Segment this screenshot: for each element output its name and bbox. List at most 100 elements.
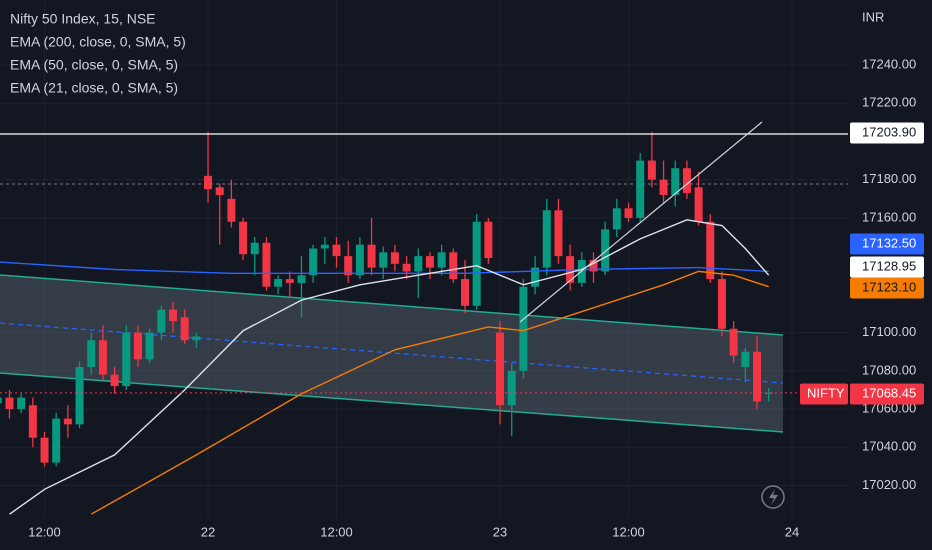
candle-body: [706, 221, 715, 280]
candle-body: [5, 397, 14, 410]
x-tick-label: 12:00: [320, 524, 353, 539]
candle-body: [390, 252, 399, 264]
candle-body: [169, 309, 177, 322]
candle-body: [262, 242, 271, 287]
y-tick-label: 17040.00: [862, 439, 916, 454]
candle-body: [659, 179, 668, 195]
legend-entry: EMA (200, close, 0, SMA, 5): [10, 34, 186, 50]
candle-body: [717, 279, 726, 329]
candle-body: [449, 252, 458, 280]
channel-lower: [0, 372, 784, 433]
candle-body: [542, 210, 551, 268]
candle-body: [741, 351, 750, 367]
x-tick-label: 22: [201, 524, 215, 539]
y-tick-label: 17240.00: [862, 56, 916, 71]
price-name: NIFTY: [807, 385, 845, 400]
candle-body: [589, 259, 598, 272]
legend-entry: EMA (21, close, 0, SMA, 5): [10, 80, 178, 96]
candle-body: [297, 275, 306, 283]
candle-body: [753, 351, 761, 402]
candle-body: [554, 210, 563, 257]
candle-body: [28, 405, 37, 438]
candle-body: [145, 332, 154, 360]
candle-body: [694, 187, 703, 222]
candle-body: [332, 244, 341, 257]
candle-body: [98, 340, 107, 375]
y-tick-label: 17080.00: [862, 362, 916, 377]
candle-body: [437, 252, 446, 268]
candle-body: [204, 175, 213, 190]
candle-body: [612, 208, 621, 230]
price-label: 17068.45: [862, 385, 916, 400]
candle-body: [484, 221, 493, 259]
candle-body: [110, 374, 119, 387]
candle-body: [414, 256, 423, 272]
alert-icon[interactable]: [761, 485, 785, 509]
candle-body: [122, 332, 131, 387]
candle-body: [274, 279, 283, 287]
legend-entry: EMA (50, close, 0, SMA, 5): [10, 57, 178, 73]
price-label-box: [850, 383, 924, 405]
candle-body: [636, 160, 645, 218]
grid: [0, 0, 848, 518]
price-label-box: [850, 256, 924, 278]
candle-body: [647, 160, 656, 180]
plot: [0, 131, 848, 515]
chart-title: Nifty 50 Index, 15, NSE: [10, 11, 156, 27]
x-tick-label: 12:00: [28, 524, 61, 539]
price-label-box: [850, 277, 924, 299]
channel-mid: [0, 322, 784, 384]
candle-body: [215, 187, 224, 195]
candle-body: [624, 208, 633, 218]
y-tick-label: 17020.00: [862, 477, 916, 492]
candle-body: [63, 418, 72, 425]
candle-body: [40, 437, 49, 463]
candle-body: [192, 336, 201, 341]
candle-body: [519, 286, 528, 371]
candle-body: [87, 340, 96, 367]
price-label-box: [850, 233, 924, 255]
candle-body: [682, 168, 691, 194]
candle-body: [402, 263, 411, 272]
candle-body: [425, 256, 434, 268]
candle-body: [320, 244, 329, 249]
y-tick-label: 17100.00: [862, 324, 916, 339]
price-label: 17132.50: [862, 235, 916, 250]
price-label: 17128.95: [862, 258, 916, 273]
ema-line: [90, 270, 769, 515]
x-tick-label: 23: [493, 524, 507, 539]
candle-body: [285, 279, 294, 283]
candle-body: [531, 267, 540, 287]
trend-line: [519, 121, 763, 323]
candle-body: [507, 370, 516, 406]
candle-body: [52, 418, 61, 463]
candle-body: [601, 229, 610, 272]
candle-body: [17, 397, 26, 410]
channel-fill: [0, 275, 783, 432]
alert-bolt: [769, 489, 778, 505]
candle-body: [133, 332, 142, 360]
candle-body: [764, 392, 773, 394]
price-label-box: [850, 122, 924, 144]
candle-body: [227, 198, 236, 222]
y-tick-label: 17180.00: [862, 171, 916, 186]
ema-line: [9, 219, 770, 515]
price-label: 17203.90: [862, 124, 916, 139]
candle-body: [729, 328, 738, 356]
candle-body: [309, 248, 318, 276]
candle-body: [472, 221, 481, 306]
ema-line: [0, 261, 769, 274]
candle-body: [157, 309, 166, 333]
x-tick-label: 12:00: [612, 524, 645, 539]
candle-body: [239, 221, 248, 255]
channel-upper: [0, 274, 784, 336]
labels: 17020.0017040.0017060.0017080.0017100.00…: [10, 34, 924, 539]
candle-body: [250, 242, 259, 255]
candle-body: [180, 317, 189, 341]
candle-body: [367, 244, 376, 268]
candle-body: [344, 256, 353, 276]
price-label: 17123.10: [862, 279, 916, 294]
y-tick-label: 17160.00: [862, 209, 916, 224]
